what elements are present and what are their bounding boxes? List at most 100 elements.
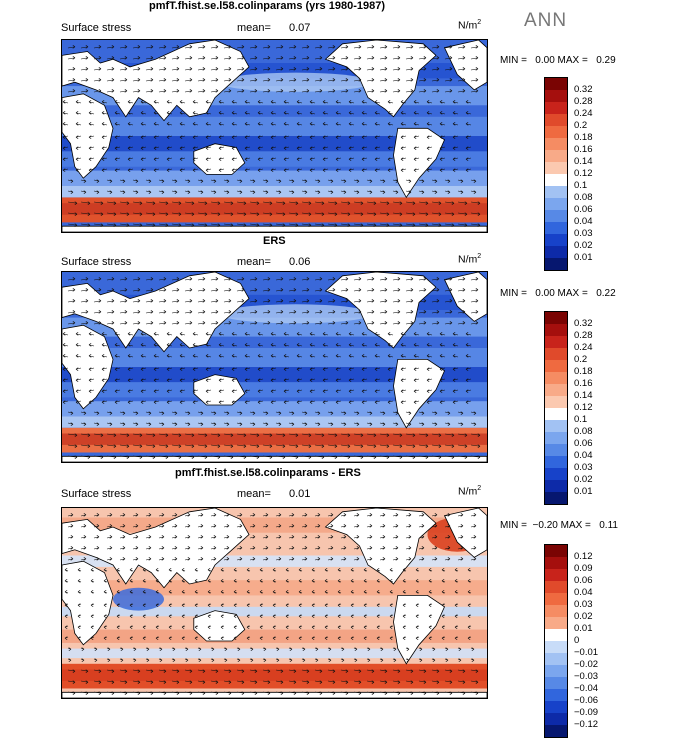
- stress-band: [62, 648, 487, 659]
- colorbar-swatch: [545, 210, 567, 222]
- colorbar-tick-label: 0.04: [574, 450, 593, 461]
- continent-eurasia: [62, 272, 250, 353]
- colorbar-swatch: [545, 408, 567, 420]
- colorbar-tick-label: 0.12: [574, 168, 593, 179]
- colorbar-tick-label: 0.14: [574, 156, 593, 167]
- colorbar-swatch: [545, 234, 567, 246]
- colorbar-swatch: [545, 653, 567, 665]
- colorbar-tick-label: 0.14: [574, 390, 593, 401]
- continent-north-america: [324, 272, 437, 349]
- continent-australia: [193, 610, 246, 642]
- stress-band: [62, 367, 487, 383]
- mean-value: 0.07: [289, 22, 311, 34]
- colorbar-swatch: [545, 545, 567, 557]
- colorbar-swatch: [545, 348, 567, 360]
- mean-value: 0.06: [289, 256, 311, 268]
- colorbar-swatch: [545, 150, 567, 162]
- colorbar-swatch: [545, 126, 567, 138]
- negative-anomaly: [113, 587, 164, 611]
- colorbar-tick-label: 0.01: [574, 486, 593, 497]
- stress-band: [62, 116, 487, 136]
- map-panel-obs: [61, 271, 488, 463]
- colorbar-tick-label: 0.04: [574, 587, 593, 598]
- continent-europe-east: [443, 272, 487, 322]
- variable-label: Surface stress: [61, 488, 132, 500]
- min-max-readout: MIN = 0.00 MAX = 0.22: [500, 288, 616, 299]
- continent-antarctica: [62, 691, 487, 698]
- colorbar-swatch: [545, 677, 567, 689]
- continent-north-america: [324, 508, 437, 585]
- colorbar-swatch: [545, 312, 567, 324]
- mean-value: 0.01: [289, 488, 311, 500]
- mean-label: mean=: [237, 488, 271, 500]
- colorbar-swatch: [545, 186, 567, 198]
- colorbar-tick-label: 0.28: [574, 96, 593, 107]
- colorbar-swatch: [545, 138, 567, 150]
- colorbar-swatch: [545, 593, 567, 605]
- colorbar-obs: 0.32 0.28 0.24 0.2 0.18 0.16 0.14 0.12 0.1 0.08 0.…: [544, 311, 593, 505]
- colorbar-swatch: [545, 689, 567, 701]
- wind-stress-vectors: [62, 44, 481, 228]
- colorbar-tick-label: 0.1: [574, 414, 588, 425]
- colorbar-swatch: [545, 701, 567, 713]
- colorbar-swatch: [545, 198, 567, 210]
- colorbar-swatch: [545, 432, 567, 444]
- colorbar-tick-label: −0.12: [574, 719, 599, 730]
- continent-africa: [62, 93, 114, 179]
- stress-band: [62, 151, 487, 167]
- colorbar-tick-label: 0.03: [574, 228, 593, 239]
- colorbar-swatch: [545, 605, 567, 617]
- colorbar-tick-label: 0.01: [574, 252, 593, 263]
- southern-ocean-core: [62, 669, 487, 681]
- colorbar-tick-label: 0.04: [574, 216, 593, 227]
- colorbar-tick-label: 0.16: [574, 144, 593, 155]
- colorbar-tick-label: 0.08: [574, 192, 593, 203]
- colorbar-tick-label: −0.01: [574, 647, 599, 658]
- colorbar-swatch: [545, 360, 567, 372]
- colorbar-tick-label: 0.2: [574, 354, 588, 365]
- stress-band: [62, 170, 487, 186]
- panel-title-model: pmfT.fhist.se.l58.colinparams (yrs 1980-…: [149, 0, 385, 12]
- colorbar-swatch: [545, 665, 567, 677]
- colorbar-swatch: [545, 174, 567, 186]
- units-label: N/m2: [458, 253, 482, 266]
- colorbar-swatch: [545, 258, 567, 270]
- stress-band: [62, 629, 487, 643]
- colorbar-swatch: [545, 222, 567, 234]
- storm-track: [219, 72, 373, 92]
- stress-band: [62, 348, 487, 367]
- colorbar-tick-label: −0.02: [574, 659, 599, 670]
- colorbar-swatch: [545, 569, 567, 581]
- colorbar-model: 0.32 0.28 0.24 0.2 0.18 0.16 0.14 0.12 0.1 0.08 0.…: [544, 77, 593, 271]
- colorbar-tick-label: 0.03: [574, 462, 593, 473]
- colorbar-tick-label: −0.09: [574, 707, 599, 718]
- colorbar-swatch: [545, 384, 567, 396]
- colorbar-tick-label: 0.18: [574, 366, 593, 377]
- colorbar-tick-label: 0.01: [574, 623, 593, 634]
- wind-stress-vectors: [62, 276, 481, 460]
- colorbar-swatch: [545, 617, 567, 629]
- colorbar-swatch: [545, 492, 567, 504]
- stress-band: [62, 606, 487, 617]
- colorbar-tick-label: 0.12: [574, 551, 593, 562]
- colorbar-swatch: [545, 725, 567, 737]
- colorbar-tick-label: 0.1: [574, 180, 588, 191]
- colorbar-tick-label: 0.06: [574, 438, 593, 449]
- min-max-readout: MIN = −0.20 MAX = 0.11: [500, 520, 618, 531]
- colorbar-swatch: [545, 324, 567, 336]
- colorbar-tick-label: 0.28: [574, 330, 593, 341]
- colorbar-tick-label: 0.08: [574, 426, 593, 437]
- min-max-readout: MIN = 0.00 MAX = 0.29: [500, 55, 616, 66]
- stress-band: [62, 416, 487, 428]
- colorbar-swatch: [545, 629, 567, 641]
- panel-title-diff: pmfT.fhist.se.l58.colinparams - ERS: [175, 467, 361, 479]
- colorbar-swatch: [545, 444, 567, 456]
- season-label: ANN: [524, 10, 568, 31]
- colorbar-tick-label: 0.32: [574, 318, 593, 329]
- colorbar-tick-label: 0.2: [574, 120, 588, 131]
- colorbar-swatch: [545, 90, 567, 102]
- colorbar-tick-label: 0.16: [574, 378, 593, 389]
- colorbar-swatch: [545, 162, 567, 174]
- continent-africa: [62, 560, 114, 646]
- colorbar-tick-label: 0.32: [574, 84, 593, 95]
